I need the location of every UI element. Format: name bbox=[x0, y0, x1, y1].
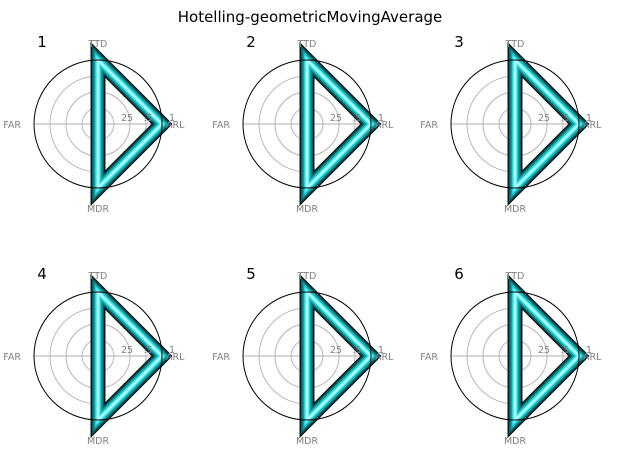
radial-tick-label: 25 bbox=[538, 113, 550, 124]
radial-tick-label: 1 bbox=[169, 113, 175, 124]
radar-outline bbox=[33, 59, 163, 189]
axis-label-arl: ARL bbox=[166, 352, 185, 363]
radial-tick-label: 25 bbox=[330, 345, 342, 356]
radial-tick-label: 25 bbox=[538, 345, 550, 356]
radial-tick-label: .5 bbox=[143, 345, 152, 356]
radar-panel-2: 25 .5 1 TTD ARL MDR FAR 2 bbox=[212, 33, 394, 215]
radial-tick-label: 25 bbox=[330, 113, 342, 124]
axis-label-mdr: MDR bbox=[87, 204, 110, 215]
radar-outline bbox=[450, 291, 580, 421]
axis-label-ttd: TTD bbox=[88, 271, 108, 282]
radial-tick-label: 1 bbox=[169, 345, 175, 356]
axis-label-arl: ARL bbox=[166, 120, 185, 131]
panel-label: 1 bbox=[37, 33, 47, 51]
radar-outline bbox=[450, 59, 580, 189]
radar-outline bbox=[242, 291, 372, 421]
radar-panel-1: 25 .5 1 TTD ARL MDR FAR 1 bbox=[3, 33, 185, 215]
radial-tick-label: 25 bbox=[121, 345, 133, 356]
panel-label: 6 bbox=[454, 265, 464, 283]
radial-tick-label: .5 bbox=[560, 113, 569, 124]
radial-tick-label: 1 bbox=[586, 345, 592, 356]
panel-label: 2 bbox=[246, 33, 256, 51]
radar-outline bbox=[242, 59, 372, 189]
radial-tick-label: 25 bbox=[121, 113, 133, 124]
radial-tick-label: 1 bbox=[586, 113, 592, 124]
panel-label: 3 bbox=[454, 33, 464, 51]
axis-label-ttd: TTD bbox=[88, 39, 108, 50]
radar-panel-6: 25 .5 1 TTD ARL MDR FAR 6 bbox=[420, 265, 602, 447]
radial-tick-label: .5 bbox=[352, 345, 361, 356]
figure-title: Hotelling-geometricMovingAverage bbox=[178, 8, 443, 26]
panel-label: 5 bbox=[246, 265, 256, 283]
axis-label-ttd: TTD bbox=[505, 39, 525, 50]
radar-panel-5: 25 .5 1 TTD ARL MDR FAR 5 bbox=[212, 265, 394, 447]
axis-label-ttd: TTD bbox=[297, 39, 317, 50]
axis-label-far: FAR bbox=[420, 352, 438, 363]
axis-label-ttd: TTD bbox=[297, 271, 317, 282]
axis-label-far: FAR bbox=[212, 120, 230, 131]
radar-panel-3: 25 .5 1 TTD ARL MDR FAR 3 bbox=[420, 33, 602, 215]
axis-label-arl: ARL bbox=[583, 120, 602, 131]
radar-panels: 25 .5 1 TTD ARL MDR FAR 1 25 .5 1 TTD ARL MDR FAR 2 25 .5… bbox=[3, 33, 602, 447]
axis-label-far: FAR bbox=[420, 120, 438, 131]
panel-label: 4 bbox=[37, 265, 47, 283]
axis-label-far: FAR bbox=[3, 352, 21, 363]
axis-label-ttd: TTD bbox=[505, 271, 525, 282]
radar-outline bbox=[33, 291, 163, 421]
axis-label-far: FAR bbox=[3, 120, 21, 131]
radar-panel-4: 25 .5 1 TTD ARL MDR FAR 4 bbox=[3, 265, 185, 447]
radial-tick-label: 1 bbox=[378, 345, 384, 356]
axis-label-mdr: MDR bbox=[504, 436, 527, 447]
radial-tick-label: .5 bbox=[352, 113, 361, 124]
axis-label-arl: ARL bbox=[375, 352, 394, 363]
axis-label-far: FAR bbox=[212, 352, 230, 363]
axis-label-arl: ARL bbox=[375, 120, 394, 131]
axis-label-mdr: MDR bbox=[296, 204, 319, 215]
radial-tick-label: .5 bbox=[143, 113, 152, 124]
axis-label-mdr: MDR bbox=[296, 436, 319, 447]
axis-label-arl: ARL bbox=[583, 352, 602, 363]
radial-tick-label: .5 bbox=[560, 345, 569, 356]
axis-label-mdr: MDR bbox=[504, 204, 527, 215]
axis-label-mdr: MDR bbox=[87, 436, 110, 447]
radial-tick-label: 1 bbox=[378, 113, 384, 124]
